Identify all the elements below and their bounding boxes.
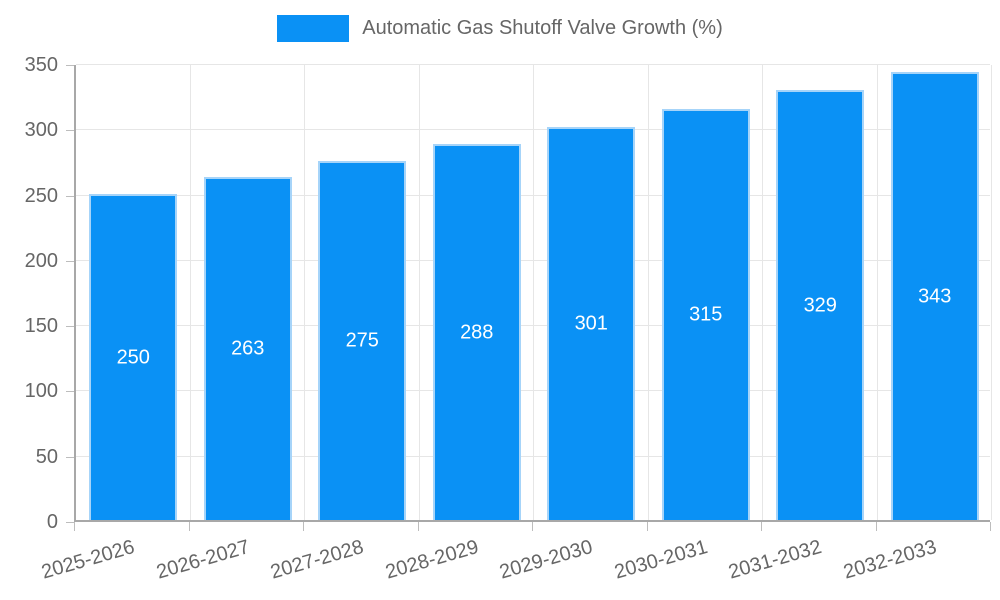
- bar[interactable]: 315: [661, 108, 750, 520]
- legend-label[interactable]: Automatic Gas Shutoff Valve Growth (%): [362, 17, 723, 39]
- gridline-vertical: [762, 65, 763, 520]
- gridline-vertical: [991, 65, 992, 520]
- bar[interactable]: 250: [89, 193, 178, 520]
- gridline-vertical: [876, 65, 878, 520]
- y-tick-label: 250: [24, 184, 58, 207]
- bar-value-label: 343: [918, 285, 952, 308]
- legend-swatch[interactable]: [277, 15, 350, 42]
- y-tick-label: 350: [24, 54, 58, 76]
- gridline-vertical: [418, 65, 420, 520]
- gridline-vertical: [533, 65, 534, 520]
- x-axis-tick: [990, 522, 991, 531]
- y-tick-label: 300: [24, 119, 58, 142]
- x-axis-tick: [646, 522, 648, 531]
- y-tick-label: 0: [46, 511, 58, 533]
- bar[interactable]: 329: [776, 90, 865, 520]
- y-tick-label: 100: [24, 380, 58, 403]
- x-axis-tick: [303, 522, 304, 531]
- y-axis-tick: [66, 260, 74, 262]
- bar[interactable]: 275: [318, 160, 407, 520]
- x-axis-tick: [417, 522, 419, 531]
- y-axis-tick: [66, 195, 74, 197]
- gridline-vertical: [304, 65, 305, 520]
- bar-value-label: 263: [231, 337, 265, 360]
- y-axis-tick: [66, 326, 74, 328]
- y-axis-tick: [66, 65, 74, 66]
- bar[interactable]: 288: [432, 143, 521, 520]
- bar-value-label: 288: [460, 321, 494, 344]
- y-tick-label: 50: [35, 445, 58, 468]
- x-axis-tick: [74, 522, 75, 531]
- y-axis-tick: [66, 522, 74, 523]
- y-axis-tick: [66, 391, 74, 393]
- gridline-vertical: [647, 65, 649, 520]
- x-axis-tick: [875, 522, 877, 531]
- x-axis-tick: [188, 522, 190, 531]
- legend: Automatic Gas Shutoff Valve Growth (%): [0, 15, 1000, 42]
- bar-value-label: 301: [574, 312, 608, 335]
- y-axis-tick: [66, 456, 74, 458]
- bar[interactable]: 343: [890, 72, 979, 520]
- y-tick-label: 200: [24, 249, 58, 272]
- plot-area: 250 263 275 288 301 315 329 343: [74, 64, 992, 522]
- bar[interactable]: 263: [203, 176, 292, 520]
- bar-value-label: 315: [689, 303, 723, 326]
- bar-value-label: 275: [345, 329, 379, 352]
- x-axis-tick: [532, 522, 533, 531]
- bar[interactable]: 301: [547, 126, 636, 520]
- gridline-horizontal: [76, 64, 990, 65]
- bar-value-label: 250: [116, 346, 150, 369]
- y-axis-tick: [66, 130, 74, 132]
- bar-value-label: 329: [803, 294, 837, 317]
- x-axis-tick: [761, 522, 762, 531]
- y-tick-label: 150: [24, 315, 58, 338]
- gridline-vertical: [189, 65, 191, 520]
